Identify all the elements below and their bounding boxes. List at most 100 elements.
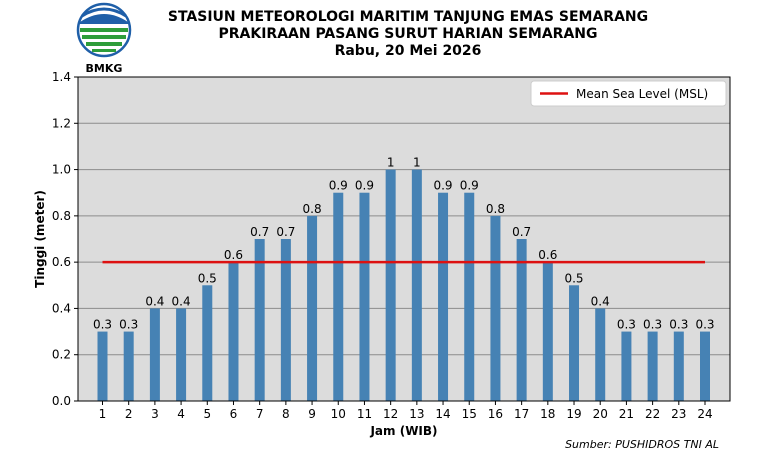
bar — [254, 239, 265, 401]
bar-value-label: 0.5 — [564, 271, 583, 285]
y-tick-label: 0.4 — [52, 301, 71, 315]
bar — [542, 262, 553, 401]
logo-green-stripe-1 — [80, 28, 128, 32]
plot-frame — [77, 76, 731, 402]
data-labels: 0.3 0.3 0.4 0.4 0.5 0.6 0.7 0.7 0.8 0.9 0.9 1 1 0.9 0.… — [93, 156, 715, 332]
y-tick-label: 0.6 — [52, 255, 71, 269]
x-tick-label: 9 — [308, 407, 316, 421]
source-note: Sumber: PUSHIDROS TNI AL — [565, 438, 719, 451]
logo-top-band — [80, 14, 128, 24]
y-axis-label: Tinggi (meter) — [33, 190, 47, 288]
bar-value-label: 0.4 — [172, 294, 191, 308]
x-tick-label: 13 — [409, 407, 424, 421]
x-tick-label: 8 — [282, 407, 290, 421]
x-tick-label: 7 — [256, 407, 264, 421]
x-tick-label: 19 — [566, 407, 581, 421]
bar — [621, 331, 632, 401]
y-tick-label: 1.4 — [52, 70, 71, 84]
x-tick-label: 6 — [230, 407, 238, 421]
bar — [490, 215, 501, 401]
x-tick-label: 3 — [151, 407, 159, 421]
bar-value-label: 0.4 — [591, 294, 610, 308]
bar — [280, 239, 291, 401]
title-line-2: PRAKIRAAN PASANG SURUT HARIAN SEMARANG — [218, 26, 597, 42]
bar — [176, 308, 187, 401]
x-axis-ticks: 1 2 3 4 5 6 7 8 9 10 11 12 13 14 15 16 17 18 19 20 21 22 23 24 — [99, 401, 713, 421]
bar-value-label: 0.9 — [460, 179, 479, 193]
bar — [411, 169, 422, 401]
bar-value-label: 0.7 — [250, 225, 269, 239]
bar-value-label: 1 — [413, 156, 421, 170]
bar-value-label: 0.3 — [695, 318, 714, 332]
y-tick-label: 0.8 — [52, 209, 71, 223]
logo-green-stripe-3 — [86, 42, 122, 46]
bar — [569, 285, 580, 401]
x-tick-label: 14 — [435, 407, 450, 421]
x-tick-label: 5 — [203, 407, 211, 421]
logo-green-stripe-2 — [82, 35, 126, 39]
y-tick-label: 1.2 — [52, 116, 71, 130]
plot-area — [77, 76, 731, 402]
x-tick-label: 23 — [671, 407, 686, 421]
y-tick-label: 1.0 — [52, 163, 71, 177]
bars — [97, 169, 710, 401]
legend-box — [530, 80, 727, 107]
bar-value-label: 0.9 — [355, 179, 374, 193]
x-axis-label: Jam (WIB) — [369, 424, 437, 438]
bar-value-label: 0.6 — [538, 248, 557, 262]
x-tick-label: 20 — [593, 407, 608, 421]
title-line-1: STASIUN METEOROLOGI MARITIM TANJUNG EMAS… — [168, 9, 648, 25]
legend: Mean Sea Level (MSL) — [530, 80, 727, 107]
bar-value-label: 0.4 — [145, 294, 164, 308]
bar-value-label: 0.7 — [276, 225, 295, 239]
x-tick-label: 18 — [540, 407, 555, 421]
x-tick-label: 24 — [697, 407, 712, 421]
x-tick-label: 1 — [99, 407, 107, 421]
bar-value-label: 0.3 — [643, 318, 662, 332]
x-tick-label: 21 — [619, 407, 634, 421]
bar-value-label: 0.5 — [198, 271, 217, 285]
bar — [516, 239, 527, 401]
bar — [149, 308, 160, 401]
bar — [464, 192, 475, 401]
bar — [202, 285, 213, 401]
x-tick-label: 11 — [357, 407, 372, 421]
bar-value-label: 0.8 — [303, 202, 322, 216]
bar-value-label: 0.9 — [433, 179, 452, 193]
bar-value-label: 1 — [387, 156, 395, 170]
bar-value-label: 0.3 — [93, 318, 112, 332]
bar-value-label: 0.7 — [512, 225, 531, 239]
x-tick-label: 17 — [514, 407, 529, 421]
bar — [438, 192, 449, 401]
x-tick-label: 10 — [331, 407, 346, 421]
bar — [647, 331, 658, 401]
bar-value-label: 0.9 — [329, 179, 348, 193]
bar-value-label: 0.3 — [119, 318, 138, 332]
bar — [385, 169, 396, 401]
bar — [307, 215, 318, 401]
x-tick-label: 15 — [462, 407, 477, 421]
bar — [595, 308, 606, 401]
bar — [228, 262, 239, 401]
bar-value-label: 0.6 — [224, 248, 243, 262]
x-tick-label: 12 — [383, 407, 398, 421]
logo-text: BMKG — [86, 62, 123, 75]
bar-value-label: 0.3 — [617, 318, 636, 332]
bar — [359, 192, 370, 401]
x-tick-label: 16 — [488, 407, 503, 421]
logo-arc — [81, 7, 127, 18]
bar — [97, 331, 108, 401]
bar-value-label: 0.8 — [486, 202, 505, 216]
x-tick-label: 4 — [177, 407, 185, 421]
bar — [123, 331, 134, 401]
y-axis-ticks: 0.0 0.2 0.4 0.6 0.8 1.0 1.2 1.4 — [52, 70, 78, 408]
y-tick-label: 0.0 — [52, 394, 71, 408]
bar-value-label: 0.3 — [669, 318, 688, 332]
x-tick-label: 2 — [125, 407, 133, 421]
x-tick-label: 22 — [645, 407, 660, 421]
bar — [700, 331, 710, 401]
legend-msl-label: Mean Sea Level (MSL) — [576, 87, 708, 101]
title-line-3: Rabu, 20 Mei 2026 — [335, 43, 482, 59]
bar — [673, 331, 684, 401]
